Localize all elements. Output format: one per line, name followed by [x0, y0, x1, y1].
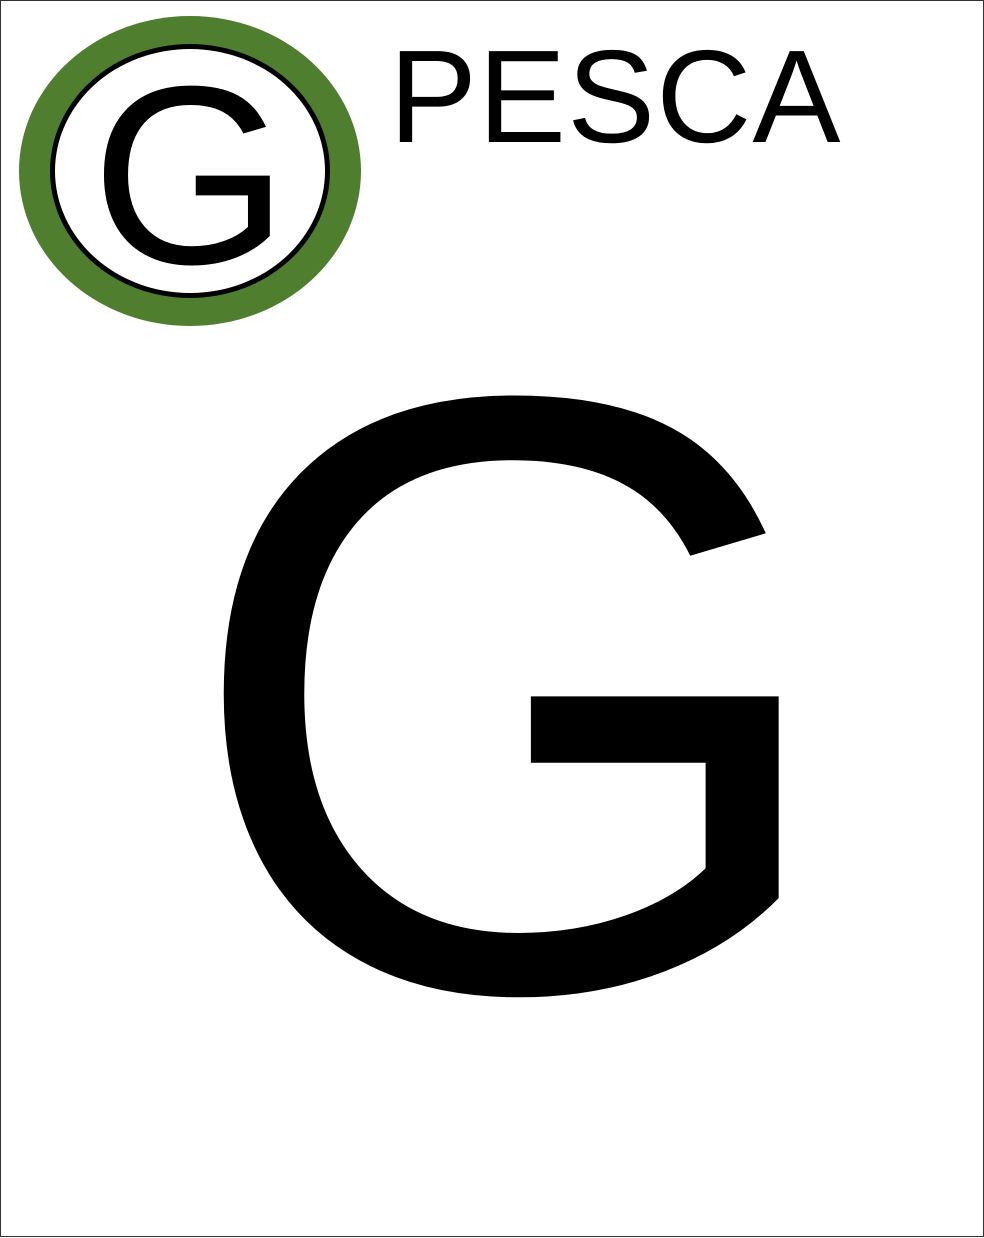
sign-title: PESCA: [389, 23, 842, 170]
badge-inner-field: [55, 49, 325, 293]
badge-emblem: G: [19, 16, 361, 326]
badge-ring-icon: [19, 16, 361, 326]
main-letter: G: [181, 221, 843, 1170]
badge-letter: G: [91, 33, 289, 317]
